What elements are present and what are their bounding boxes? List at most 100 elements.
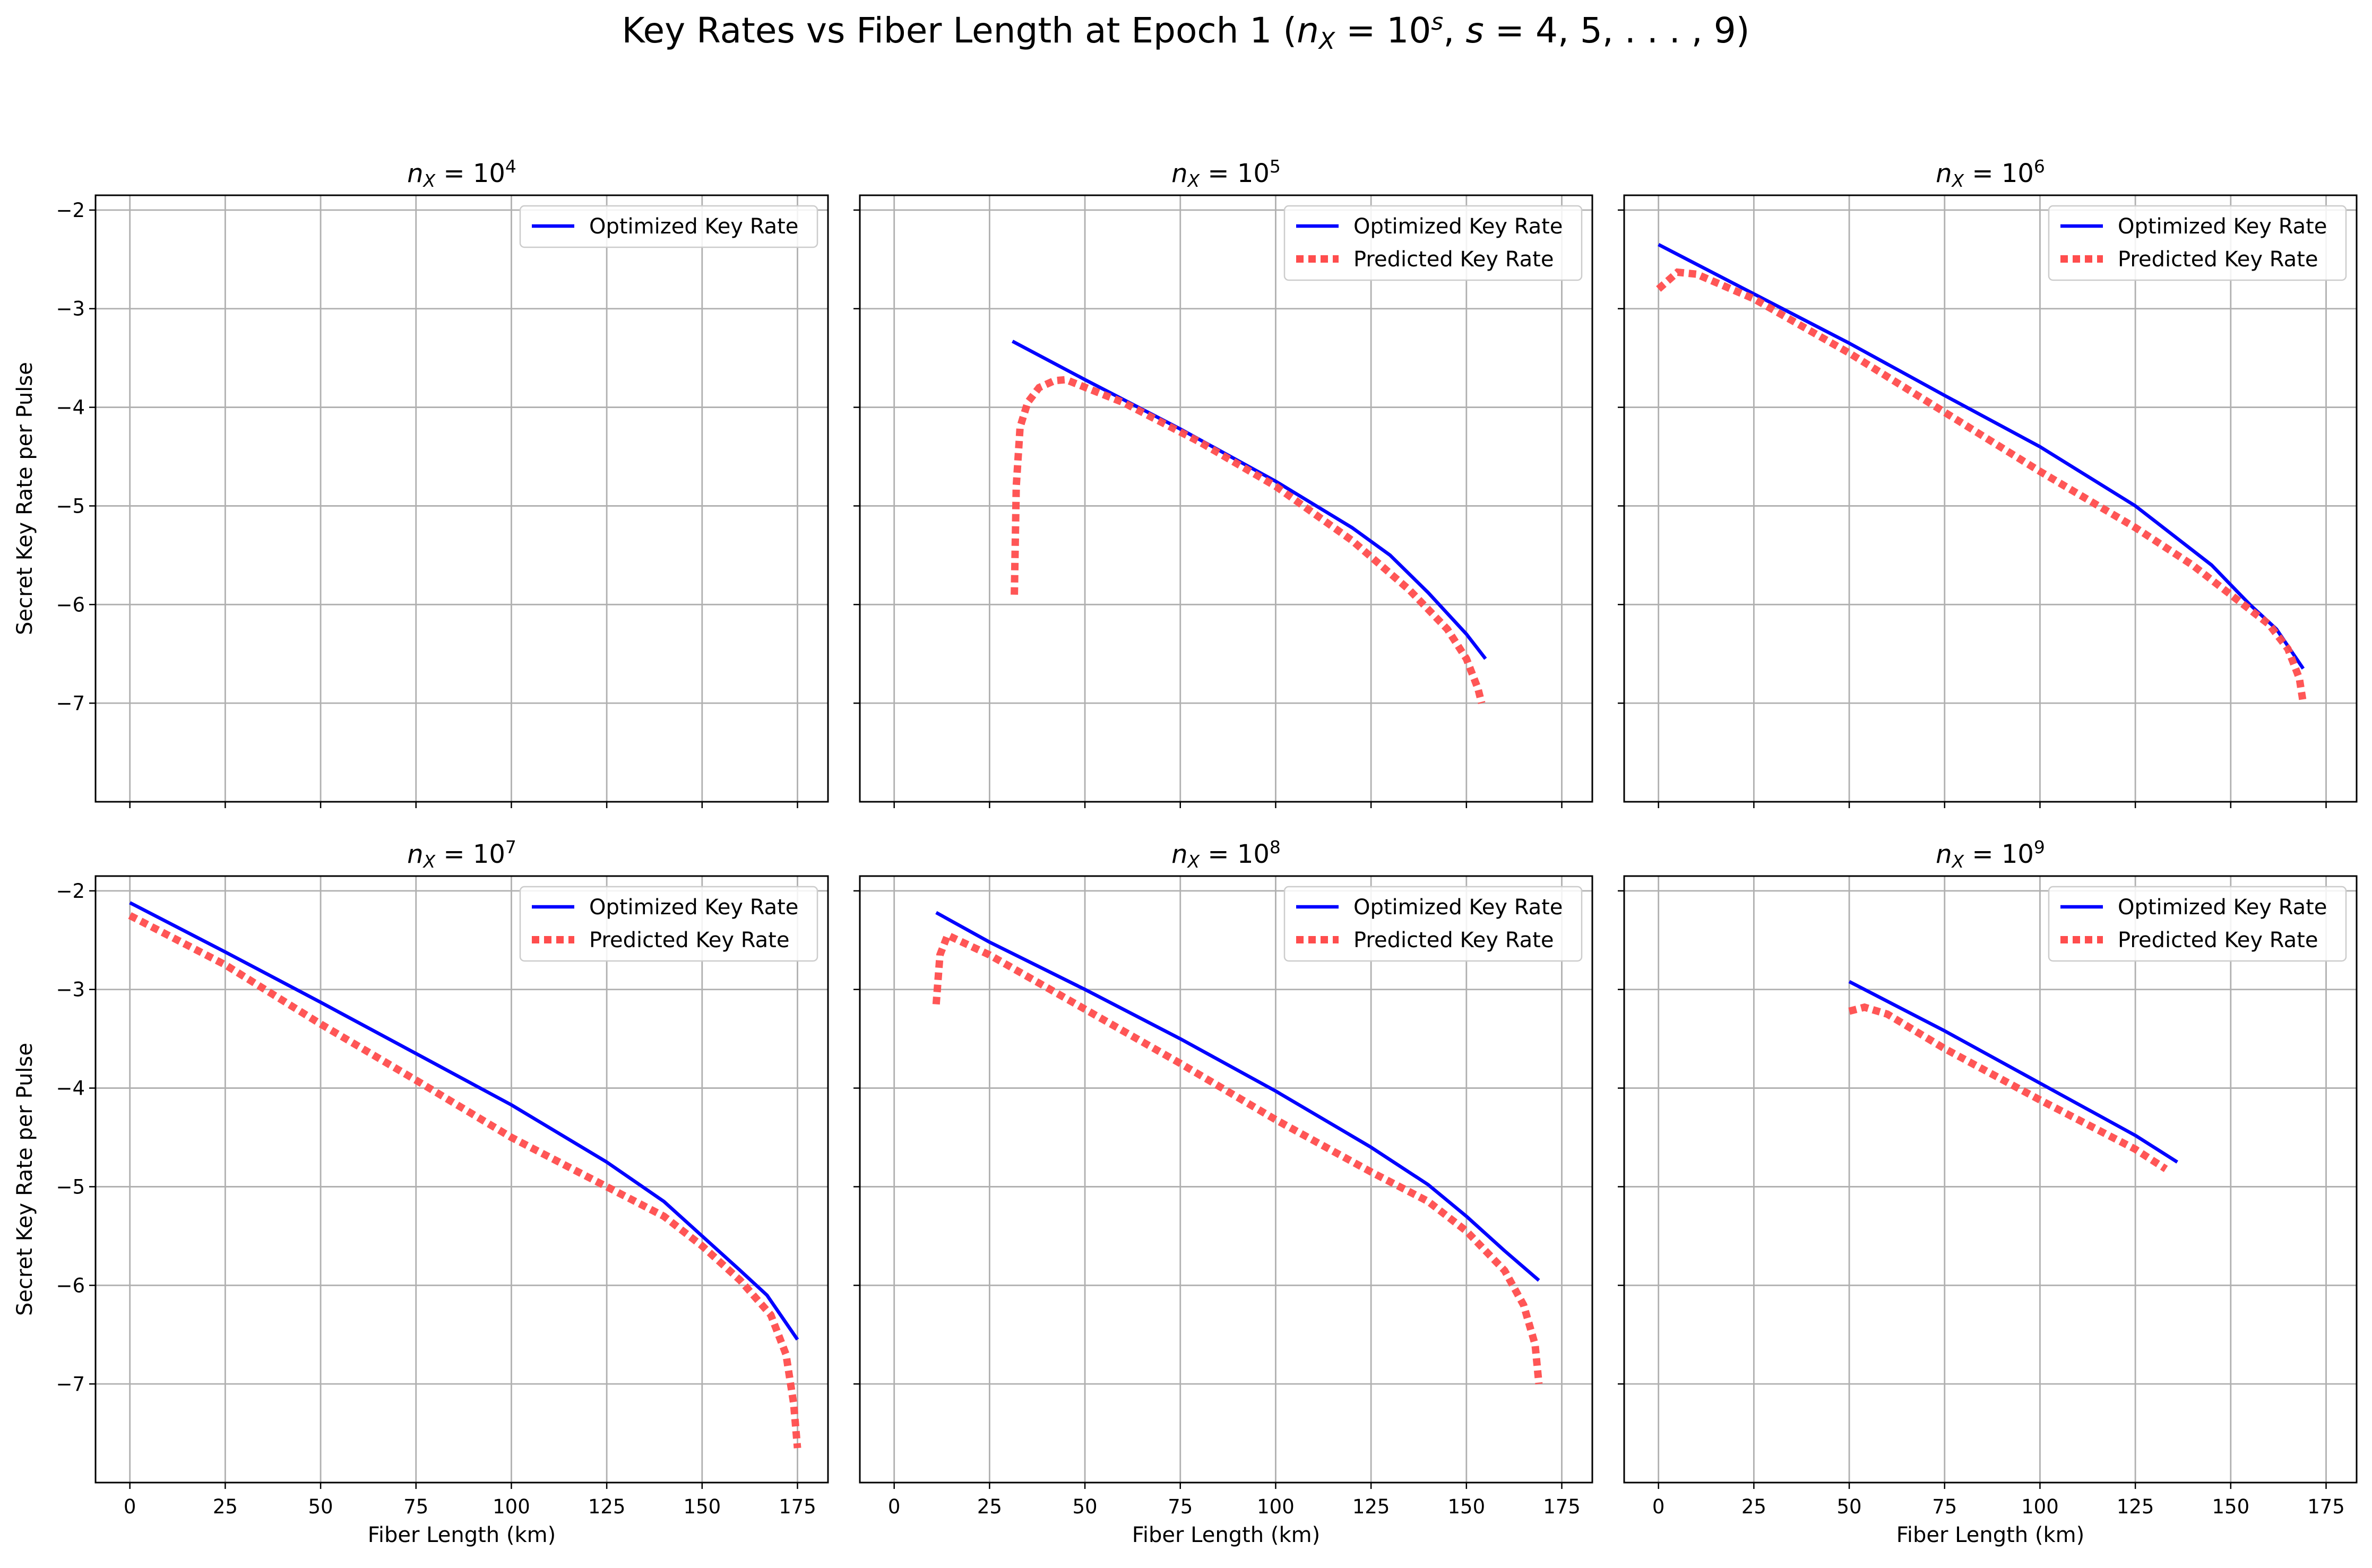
panel-title-sub: X <box>1951 851 1965 872</box>
subplot-5: 0 25 50 75 100 125 150 175 nX = 108 Fiber Length … <box>853 837 1593 1547</box>
x-tick-label: 25 <box>977 1495 1002 1518</box>
panel-title-eq: = 10 <box>435 159 505 188</box>
optimized-key-rate-line <box>1848 980 2178 1164</box>
x-tick-label: 75 <box>1168 1495 1193 1518</box>
predicted-key-rate-line <box>1848 1003 2168 1172</box>
axes-frame <box>94 875 829 1484</box>
legend-label: Optimized Key Rate <box>2118 214 2327 239</box>
panel-title-n: n <box>1936 839 1952 869</box>
legend: Optimized Key Rate Predicted Key Rate <box>1283 886 1583 962</box>
figure-title-nx: n <box>1297 10 1319 51</box>
figure-title-rest: , <box>1443 10 1465 51</box>
x-tick-label: 25 <box>213 1495 238 1518</box>
x-tick-label: 150 <box>2212 1495 2250 1518</box>
legend-label: Predicted Key Rate <box>1353 247 1554 272</box>
x-tick-label: 175 <box>2307 1495 2345 1518</box>
legend-box <box>519 205 818 248</box>
legend: Optimized Key Rate Predicted Key Rate <box>2048 886 2347 962</box>
x-tick-label: 175 <box>1543 1495 1581 1518</box>
x-tick-label: 0 <box>888 1495 901 1518</box>
x-tick-label: 125 <box>1352 1495 1390 1518</box>
x-tick-label: 25 <box>1741 1495 1766 1518</box>
series-group <box>1656 243 2307 704</box>
panel-title-exp: 9 <box>2034 837 2045 857</box>
legend-label: Optimized Key Rate <box>589 214 798 239</box>
x-tick-label: 100 <box>1257 1495 1295 1518</box>
x-tick-label: 50 <box>1073 1495 1098 1518</box>
x-tick-label: 100 <box>493 1495 530 1518</box>
legend-label: Predicted Key Rate <box>589 928 789 952</box>
optimized-key-rate-line <box>1658 243 2305 670</box>
legend: Optimized Key Rate <box>519 205 818 248</box>
legend: Optimized Key Rate Predicted Key Rate <box>1283 205 1583 281</box>
axes-frame <box>859 194 1593 803</box>
x-tick-label: 75 <box>403 1495 428 1518</box>
x-tick-label: 0 <box>1652 1495 1665 1518</box>
figure-title-eq: = 10 <box>1335 10 1431 51</box>
subplot-3: nX = 106 Optimized Key Rate Predicted Key … <box>1618 156 2358 808</box>
subplot-1: −2 −3 −4 −5 −6 −7 nX = 104 Secret Key Rate per … <box>13 156 829 808</box>
optimized-key-rate-line <box>129 901 799 1341</box>
panel-title-exp: 6 <box>2034 156 2045 177</box>
panel-title-n: n <box>407 159 423 188</box>
x-tick-label: 50 <box>1837 1495 1862 1518</box>
y-tick-label: −5 <box>56 495 85 517</box>
y-tick-label: −6 <box>56 1274 85 1297</box>
panel-title: nX = 104 <box>407 156 516 191</box>
y-tick-label: −3 <box>56 978 85 1001</box>
series-group <box>128 901 801 1449</box>
y-axis-label: Secret Key Rate per Pulse <box>13 362 37 635</box>
legend-label: Predicted Key Rate <box>2118 247 2318 272</box>
y-tick-label: −6 <box>56 593 85 616</box>
predicted-key-rate-line <box>1656 268 2307 704</box>
x-tick-label: 50 <box>308 1495 333 1518</box>
axes-frame <box>94 194 829 803</box>
panel-title: nX = 108 <box>1171 837 1281 872</box>
series-group <box>1848 980 2178 1172</box>
legend-label: Predicted Key Rate <box>2118 928 2318 952</box>
y-tick-label: −7 <box>56 1373 85 1396</box>
panel-title-eq: = 10 <box>435 839 505 869</box>
panel-title: nX = 105 <box>1171 156 1281 191</box>
y-tick-label: −2 <box>56 880 85 903</box>
legend: Optimized Key Rate Predicted Key Rate <box>519 886 818 962</box>
optimized-key-rate-line <box>935 911 1540 1282</box>
x-axis-label: Fiber Length (km) <box>1896 1523 2084 1547</box>
axes-frame <box>1623 875 2358 1484</box>
panel-title-sub: X <box>422 851 436 872</box>
panel-title-exp: 4 <box>505 156 516 177</box>
predicted-key-rate-line <box>1011 376 1486 704</box>
panel-title-exp: 8 <box>1270 837 1281 857</box>
panel-title-sub: X <box>422 170 436 191</box>
panel-title-eq: = 10 <box>1200 839 1270 869</box>
y-tick-label: −3 <box>56 298 85 320</box>
x-tick-label: 175 <box>779 1495 816 1518</box>
panel-title-sub: X <box>1187 851 1201 872</box>
figure-title-exp: s <box>1431 8 1443 36</box>
x-tick-label: 75 <box>1932 1495 1957 1518</box>
x-tick-label: 0 <box>124 1495 136 1518</box>
subplot-2: nX = 105 Optimized Key Rate Predicted Key … <box>853 156 1593 808</box>
panel-title-n: n <box>1171 839 1187 869</box>
legend-label: Optimized Key Rate <box>589 895 798 920</box>
x-tick-label: 150 <box>1448 1495 1486 1518</box>
legend-label: Predicted Key Rate <box>1353 928 1554 952</box>
legend-label: Optimized Key Rate <box>2118 895 2327 920</box>
legend-box <box>1283 886 1583 962</box>
legend-label: Optimized Key Rate <box>1353 214 1563 239</box>
panel-title: nX = 107 <box>407 837 516 872</box>
figure-title-main: Key Rates vs Fiber Length at Epoch 1 ( <box>622 10 1297 51</box>
x-axis-label: Fiber Length (km) <box>1132 1523 1320 1547</box>
figure-title-s: s <box>1465 10 1483 51</box>
legend-box <box>2048 886 2347 962</box>
subplot-6: 0 25 50 75 100 125 150 175 nX = 109 Fiber Length … <box>1618 837 2358 1547</box>
legend: Optimized Key Rate Predicted Key Rate <box>2048 205 2347 281</box>
panel-title-sub: X <box>1951 170 1965 191</box>
panel-title-n: n <box>1171 159 1187 188</box>
panel-title-n: n <box>407 839 423 869</box>
y-tick-label: −2 <box>56 199 85 222</box>
series-group <box>1011 340 1487 704</box>
axes-frame <box>1623 194 2358 803</box>
figure-title-nx-sub: X <box>1318 28 1335 55</box>
